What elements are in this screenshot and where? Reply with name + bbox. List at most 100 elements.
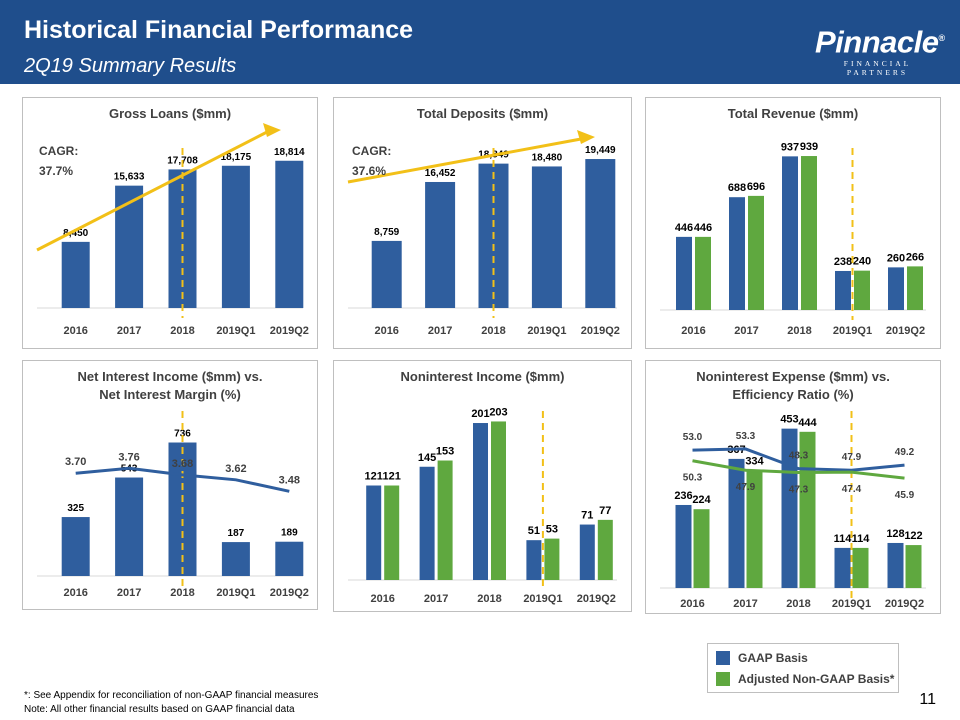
total-revenue-category-2019Q2: 2019Q2	[886, 325, 925, 337]
total-deposits-title: Total Deposits ($mm)	[417, 106, 548, 121]
net-interest-income-label-gaap-2016: 325	[67, 503, 84, 514]
gross-loans-bar-gaap-2016	[61, 241, 90, 308]
chart-total-deposits: Total Deposits ($mm)8,75916,45218,84918,…	[347, 106, 620, 337]
total-deposits-category-2019Q2: 2019Q2	[581, 325, 620, 337]
noninterest-expense-label-adjusted-2019Q2: 122	[904, 530, 922, 542]
net-interest-income-category-2017: 2017	[117, 587, 141, 599]
total-deposits-category-2017: 2017	[428, 325, 452, 337]
footnote-non-gaap: *: See Appendix for reconciliation of no…	[24, 690, 319, 701]
noninterest-income-bar-adjusted-2019Q1	[544, 538, 560, 580]
total-revenue-title: Total Revenue ($mm)	[728, 106, 859, 121]
logo-name: Pinnacle	[815, 24, 939, 60]
total-revenue-label-adjusted-2019Q1: 240	[853, 256, 871, 268]
noninterest-expense-label-adjusted-2018: 444	[798, 417, 817, 429]
total-revenue-label-gaap-2016: 446	[675, 222, 693, 234]
noninterest-income-label-adjusted-2018: 203	[489, 406, 507, 418]
footnote-gaap-note: Note: All other financial results based …	[24, 704, 295, 715]
noninterest-expense-label-gaap-2016: 236	[674, 490, 692, 502]
gross-loans-label-gaap-2019Q1: 18,175	[221, 152, 252, 163]
noninterest-expense-ratio-label-adjusted-2016: 50.3	[683, 473, 703, 484]
gross-loans-cagr-value: 37.7%	[39, 164, 73, 178]
net-interest-income-bar-gaap-2017	[115, 477, 144, 576]
chart-noninterest-income: Noninterest Income ($mm) 121 145 201 51 71 121…	[348, 369, 617, 605]
noninterest-expense-ratio-label-gaap-2019Q2: 49.2	[895, 447, 915, 458]
gross-loans-label-gaap-2019Q2: 18,814	[274, 147, 305, 158]
noninterest-expense-title-line2: Efficiency Ratio (%)	[732, 387, 853, 402]
chart-noninterest-expense: Noninterest Expense ($mm) vs. Efficiency …	[660, 369, 926, 610]
noninterest-expense-ratio-label-gaap-2018: 48.3	[789, 451, 809, 462]
gross-loans-category-2019Q1: 2019Q1	[216, 325, 255, 337]
noninterest-expense-bar-adjusted-2016	[693, 509, 710, 588]
noninterest-income-bar-gaap-2018	[473, 423, 488, 580]
gross-loans-title: Gross Loans ($mm)	[109, 106, 231, 121]
noninterest-expense-bar-gaap-2017	[728, 458, 745, 588]
noninterest-income-bar-adjusted-2018	[491, 421, 506, 580]
total-deposits-cagr-value: 37.6%	[352, 164, 386, 178]
gross-loans-bar-gaap-2019Q2	[275, 160, 304, 308]
total-revenue-bar-adjusted-2019Q1	[854, 270, 870, 310]
noninterest-expense-bar-adjusted-2018	[799, 431, 816, 588]
noninterest-expense-category-2019Q2: 2019Q2	[885, 598, 924, 610]
noninterest-income-title: Noninterest Income ($mm)	[401, 369, 565, 384]
chart-gross-loans: Gross Loans ($mm)8,45015,63317,70818,175…	[36, 106, 309, 337]
total-revenue-label-adjusted-2019Q2: 266	[906, 251, 924, 263]
noninterest-income-label-gaap-2018: 201	[471, 408, 489, 420]
noninterest-income-bar-adjusted-2019Q2	[597, 519, 613, 580]
panel-gross-loans: Gross Loans ($mm)8,45015,63317,70818,175…	[22, 97, 318, 349]
panel-net-interest-income: Net Interest Income ($mm) vs. Net Interes…	[22, 360, 318, 610]
net-interest-income-title-line2: Net Interest Margin (%)	[99, 387, 241, 402]
legend-item-gaap: GAAP Basis	[716, 651, 808, 665]
net-interest-income-title: Net Interest Income ($mm) vs.	[78, 369, 263, 384]
total-deposits-category-2016: 2016	[374, 325, 398, 337]
noninterest-income-label-gaap-2017: 145	[418, 452, 436, 464]
net-interest-income-margin-label-2019Q2: 3.48	[279, 474, 300, 486]
noninterest-expense-bar-gaap-2019Q1	[834, 547, 851, 588]
noninterest-income-bar-adjusted-2017	[437, 460, 453, 580]
noninterest-income-label-adjusted-2019Q2: 77	[599, 505, 611, 517]
gross-loans-cagr-label: CAGR:	[39, 144, 78, 158]
net-interest-income-label-gaap-2018: 736	[174, 429, 191, 440]
total-revenue-bar-gaap-2016	[676, 236, 692, 310]
noninterest-income-bar-gaap-2017	[419, 466, 435, 580]
panel-total-revenue: Total Revenue ($mm) 446 688 937 238 260 446 696…	[645, 97, 941, 349]
noninterest-expense-label-gaap-2018: 453	[780, 414, 798, 426]
total-revenue-label-adjusted-2018: 939	[800, 141, 818, 153]
noninterest-expense-title: Noninterest Expense ($mm) vs.	[696, 369, 890, 384]
noninterest-income-label-gaap-2019Q2: 71	[581, 510, 593, 522]
net-interest-income-category-2018: 2018	[170, 587, 194, 599]
net-interest-income-margin-line	[75, 466, 290, 493]
panel-noninterest-expense: Noninterest Expense ($mm) vs. Efficiency …	[645, 360, 941, 614]
gross-loans-label-gaap-2016: 8,450	[63, 228, 88, 239]
noninterest-income-label-gaap-2019Q1: 51	[528, 525, 540, 537]
total-revenue-bar-adjusted-2016	[695, 236, 711, 310]
net-interest-income-label-gaap-2019Q2: 189	[281, 528, 298, 539]
noninterest-expense-label-gaap-2019Q2: 128	[886, 528, 904, 540]
total-deposits-category-2018: 2018	[481, 325, 505, 337]
total-deposits-cagr-arrow-head	[577, 130, 595, 144]
total-revenue-category-2018: 2018	[787, 325, 811, 337]
page-number: 11	[919, 691, 936, 708]
noninterest-income-label-gaap-2016: 121	[365, 471, 383, 483]
total-deposits-cagr-arrow-shaft	[347, 137, 582, 184]
noninterest-expense-ratio-line-gaap	[692, 447, 905, 472]
net-interest-income-category-2019Q2: 2019Q2	[270, 587, 309, 599]
noninterest-expense-ratio-label-adjusted-2019Q1: 47.4	[842, 484, 862, 495]
total-revenue-bar-gaap-2018	[782, 156, 798, 310]
noninterest-income-category-2019Q2: 2019Q2	[577, 593, 616, 605]
noninterest-expense-ratio-label-adjusted-2019Q2: 45.9	[895, 490, 915, 501]
gross-loans-cagr-arrow-head	[263, 123, 281, 137]
total-deposits-category-2019Q1: 2019Q1	[527, 325, 566, 337]
legend-swatch-adjusted	[716, 672, 730, 686]
total-revenue-bar-gaap-2019Q2	[888, 267, 904, 310]
total-deposits-label-gaap-2017: 16,452	[425, 168, 456, 179]
noninterest-expense-ratio-label-adjusted-2017: 47.9	[736, 482, 756, 493]
total-deposits-label-gaap-2019Q1: 18,480	[532, 152, 563, 163]
noninterest-income-bar-adjusted-2016	[384, 485, 400, 580]
total-deposits-cagr-label: CAGR:	[352, 144, 391, 158]
noninterest-expense-label-gaap-2019Q1: 114	[834, 533, 853, 545]
noninterest-income-bar-gaap-2019Q2	[579, 524, 595, 580]
chart-net-interest-income: Net Interest Income ($mm) vs. Net Interes…	[37, 369, 309, 599]
total-revenue-category-2019Q1: 2019Q1	[833, 325, 872, 337]
net-interest-income-bar-gaap-2019Q1	[221, 542, 250, 576]
noninterest-income-label-adjusted-2017: 153	[436, 446, 454, 458]
